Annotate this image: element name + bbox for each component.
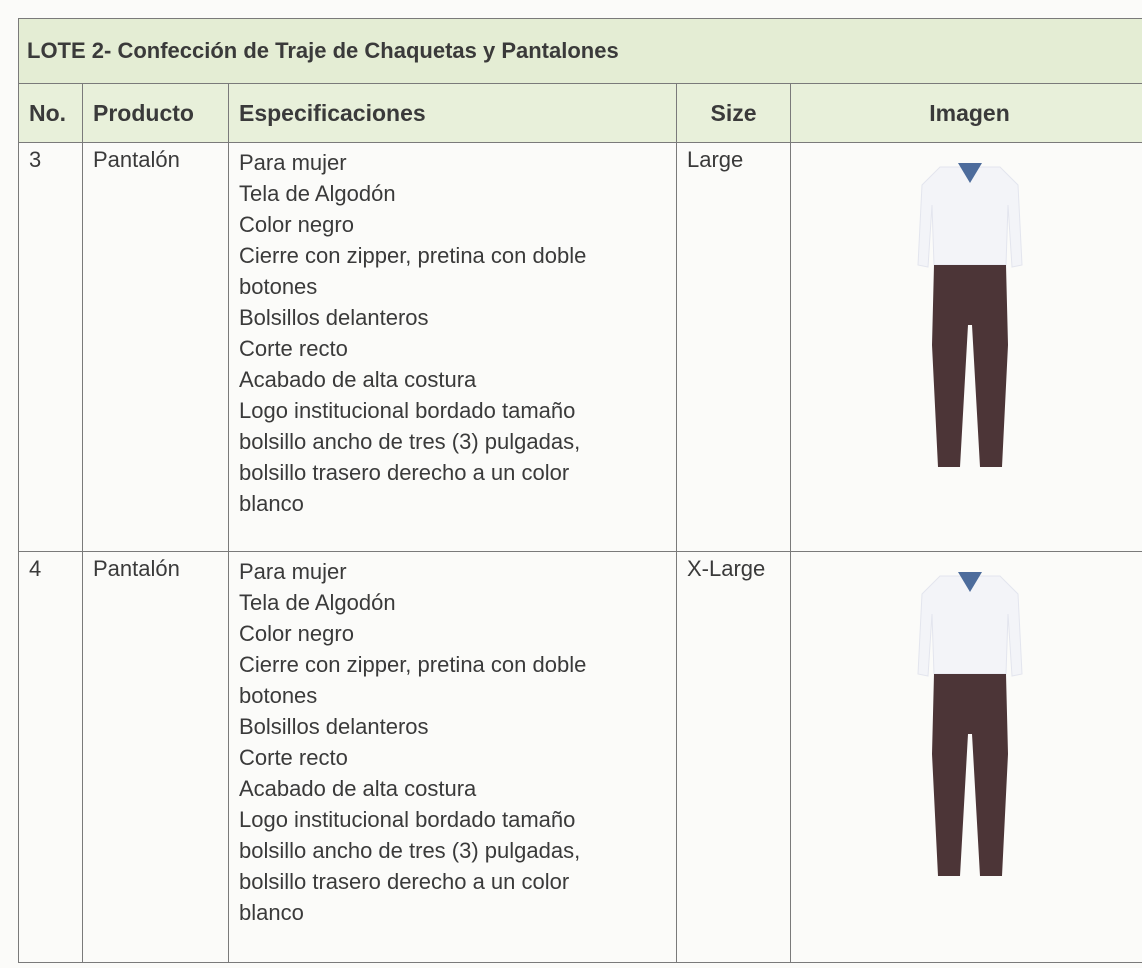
size-cell: Large (676, 142, 791, 552)
spec-line: Para mujer (239, 150, 347, 175)
title-row: LOTE 2- Confección de Traje de Chaquetas… (18, 18, 1142, 84)
header-cell: Especificaciones (228, 83, 677, 143)
spec-line: Bolsillos delanteros (239, 305, 429, 330)
spec-line: Color negro (239, 212, 354, 237)
spec-line: botones (239, 683, 318, 708)
spec-table: LOTE 2- Confección de Traje de Chaquetas… (18, 18, 1142, 963)
header-cell: Size (676, 83, 791, 143)
number-cell: 3 (18, 142, 83, 552)
number-cell: 4 (18, 551, 83, 963)
spec-line: blanco (239, 900, 304, 925)
header-cell: Producto (82, 83, 229, 143)
header-row: No. Producto Especificaciones Size Image… (18, 83, 1142, 143)
spec-line: Logo institucional bordado tamaño (239, 807, 576, 832)
table-row: 4 Pantalón Para mujer Tela de Algodón Colo… (18, 551, 1142, 963)
spec-line: Corte recto (239, 336, 348, 361)
spec-line: bolsillo ancho de tres (3) pulgadas, (239, 838, 581, 863)
image-cell (790, 551, 1142, 963)
spec-line: blanco (239, 491, 304, 516)
spec-line: Logo institucional bordado tamaño (239, 398, 576, 423)
header-cell: Imagen (790, 83, 1142, 143)
size-cell: X-Large (676, 551, 791, 963)
spec-line: Tela de Algodón (239, 590, 396, 615)
spec-line: bolsillo trasero derecho a un color (239, 869, 570, 894)
table-row: 3 Pantalón Para mujer Tela de Algodón Colo… (18, 142, 1142, 552)
spec-line: Cierre con zipper, pretina con doble (239, 243, 587, 268)
spec-line: Tela de Algodón (239, 181, 396, 206)
spec-line: Acabado de alta costura (239, 776, 477, 801)
spec-cell: Para mujer Tela de Algodón Color negro Cier… (228, 551, 677, 963)
product-image (916, 572, 1023, 876)
spec-line: Color negro (239, 621, 354, 646)
product-cell: Pantalón (82, 551, 229, 963)
spec-line: Para mujer (239, 559, 347, 584)
product-image (916, 163, 1023, 467)
spec-line: bolsillo ancho de tres (3) pulgadas, (239, 429, 581, 454)
table-title: LOTE 2- Confección de Traje de Chaquetas… (18, 18, 1142, 84)
spec-line: bolsillo trasero derecho a un color (239, 460, 570, 485)
spec-line: Corte recto (239, 745, 348, 770)
spec-cell: Para mujer Tela de Algodón Color negro Cier… (228, 142, 677, 552)
image-cell (790, 142, 1142, 552)
header-cell: No. (18, 83, 83, 143)
spec-line: Bolsillos delanteros (239, 714, 429, 739)
product-cell: Pantalón (82, 142, 229, 552)
spec-line: Acabado de alta costura (239, 367, 477, 392)
spec-line: botones (239, 274, 318, 299)
spec-line: Cierre con zipper, pretina con doble (239, 652, 587, 677)
